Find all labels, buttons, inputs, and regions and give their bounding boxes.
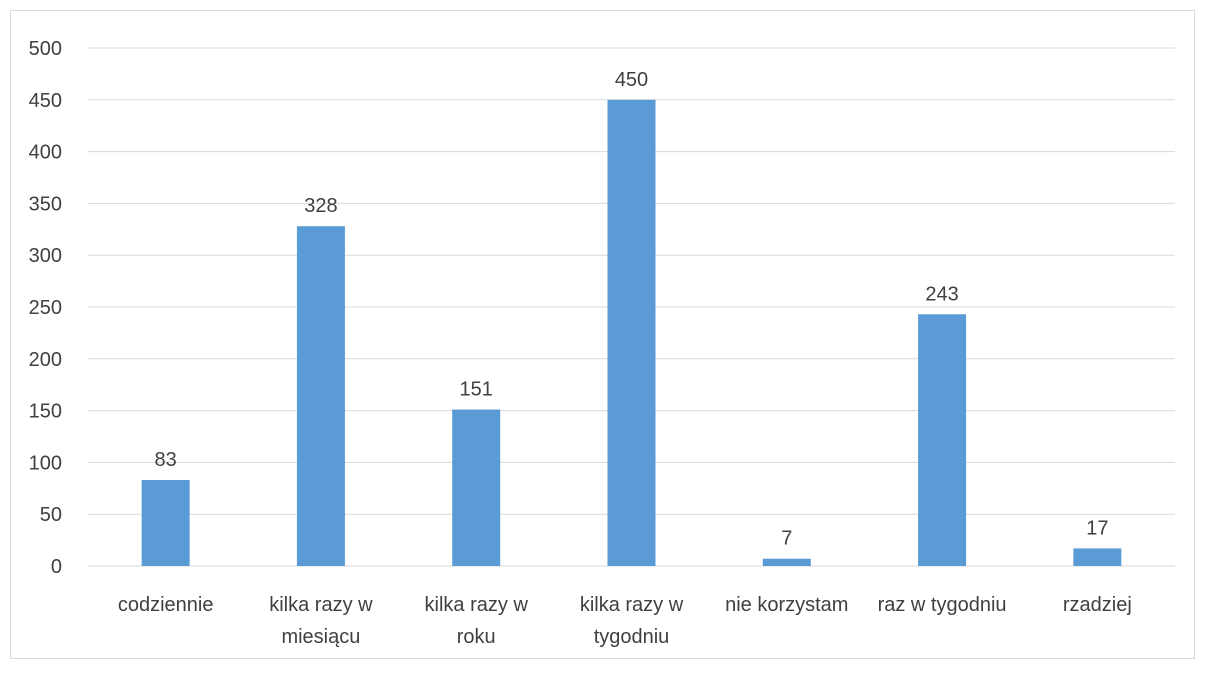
- x-tick-label: kilka razy w tygodniu: [580, 594, 684, 648]
- bar: [1073, 548, 1122, 566]
- y-tick-label: 400: [29, 142, 62, 164]
- data-label: 7: [781, 528, 792, 550]
- y-tick-label: 50: [40, 504, 62, 526]
- y-tick-label: 500: [29, 38, 62, 60]
- data-label: 243: [925, 283, 958, 305]
- data-label: 151: [460, 379, 493, 401]
- x-tick-label: kilka razy w roku: [425, 594, 529, 648]
- y-tick-label: 250: [29, 297, 62, 319]
- y-tick-label: 150: [29, 401, 62, 423]
- x-tick-label: kilka razy w miesiącu: [269, 594, 373, 648]
- x-tick-label: rzadziej: [1063, 594, 1132, 616]
- chart-frame: [10, 10, 1195, 659]
- bar: [452, 409, 501, 566]
- y-tick-label: 0: [51, 556, 62, 578]
- data-label: 83: [155, 449, 177, 471]
- bar: [762, 558, 811, 566]
- bar: [141, 480, 190, 566]
- y-tick-label: 100: [29, 452, 62, 474]
- data-label: 17: [1086, 517, 1108, 539]
- y-tick-label: 350: [29, 193, 62, 215]
- bar: [918, 314, 967, 566]
- x-tick-label: codziennie: [118, 594, 214, 616]
- x-tick-label: raz w tygodniu: [878, 594, 1007, 616]
- x-tick-label: nie korzystam: [725, 594, 848, 616]
- y-tick-label: 450: [29, 90, 62, 112]
- data-label: 450: [615, 69, 648, 91]
- y-tick-label: 300: [29, 245, 62, 267]
- bar: [296, 226, 345, 566]
- data-label: 328: [304, 195, 337, 217]
- y-tick-label: 200: [29, 349, 62, 371]
- bar: [607, 99, 656, 567]
